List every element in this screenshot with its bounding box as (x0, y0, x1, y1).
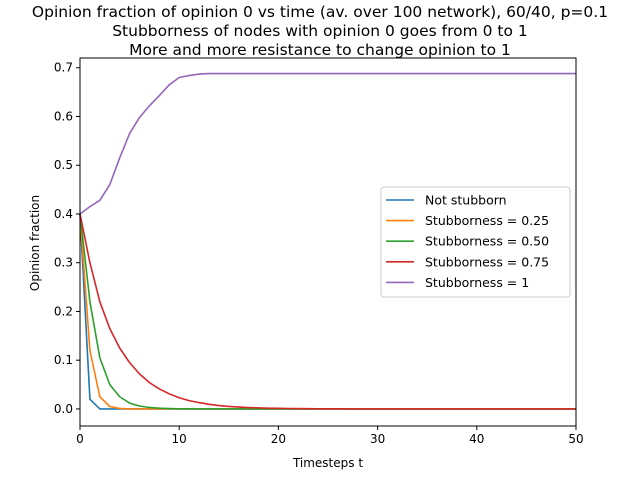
y-tick-label-7: 0.7 (54, 61, 73, 75)
x-tick-label-4: 40 (469, 432, 484, 446)
y-tick-label-6: 0.6 (54, 109, 73, 123)
legend-box (380, 186, 571, 298)
y-tick-label-3: 0.3 (54, 256, 73, 270)
chart-title-line-2: Stubborness of nodes with opinion 0 goes… (112, 22, 528, 40)
chart-title-line-3: More and more resistance to change opini… (129, 41, 511, 59)
x-tick-label-2: 20 (271, 432, 286, 446)
legend-label-1: Stubborness = 0.25 (425, 213, 549, 228)
x-tick-label-3: 30 (370, 432, 385, 446)
legend: Not stubborn Stubborness = 0.25 Stubbornes… (380, 186, 571, 298)
legend-label-3: Stubborness = 0.75 (425, 254, 549, 269)
series-line-4 (79, 72, 576, 215)
x-tick-label-1: 10 (172, 432, 187, 446)
y-axis-label: Opinion fraction (28, 195, 42, 291)
y-tick-label-4: 0.4 (54, 207, 73, 221)
x-tick-label-0: 0 (76, 432, 84, 446)
y-tick-label-5: 0.5 (54, 158, 73, 172)
legend-label-0: Not stubborn (425, 193, 507, 208)
y-tick-label-0: 0.0 (54, 402, 73, 416)
series-line-3 (79, 213, 576, 410)
legend-label-2: Stubborness = 0.50 (425, 234, 549, 249)
x-tick-label-5: 50 (568, 432, 583, 446)
axes-layer: 0 10 20 30 40 50 0.0 0.1 0.2 0.3 0.4 0.5 0.6 0.7 (54, 57, 584, 446)
x-axis-label: Timesteps t (292, 456, 363, 470)
y-tick-label-1: 0.1 (54, 353, 73, 367)
y-tick-label-2: 0.2 (54, 304, 73, 318)
plot-frame (79, 57, 577, 427)
series-layer (79, 72, 576, 410)
legend-label-4: Stubborness = 1 (425, 275, 529, 290)
chart-title-line-1: Opinion fraction of opinion 0 vs time (a… (32, 3, 608, 21)
